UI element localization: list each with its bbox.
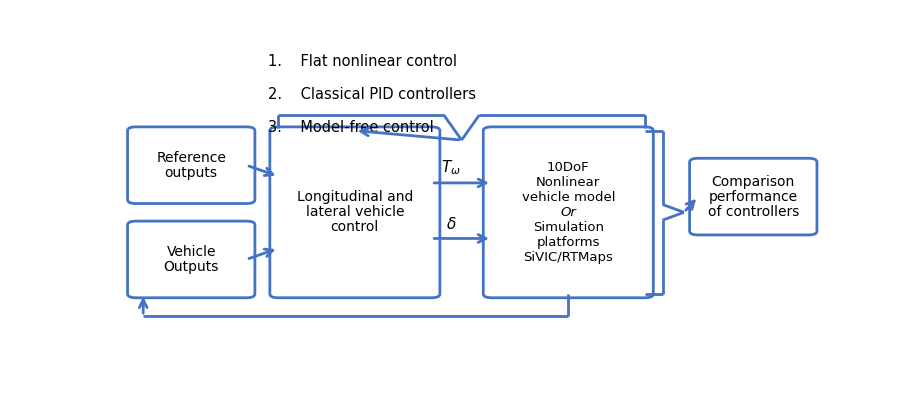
FancyBboxPatch shape [270, 127, 440, 298]
Text: $T_\omega$: $T_\omega$ [441, 158, 461, 177]
Text: performance: performance [709, 190, 798, 204]
Text: lateral vehicle: lateral vehicle [306, 205, 404, 220]
Text: $\delta$: $\delta$ [445, 216, 456, 232]
FancyBboxPatch shape [689, 158, 817, 235]
Text: Outputs: Outputs [163, 260, 218, 274]
Text: of controllers: of controllers [708, 205, 799, 219]
Text: outputs: outputs [164, 166, 218, 180]
FancyBboxPatch shape [128, 221, 255, 298]
Text: 10DoF: 10DoF [547, 161, 589, 173]
FancyBboxPatch shape [483, 127, 654, 298]
Text: control: control [330, 220, 379, 235]
Text: 3.    Model-free control: 3. Model-free control [268, 120, 433, 135]
Text: vehicle model: vehicle model [521, 191, 615, 204]
Text: platforms: platforms [536, 236, 600, 249]
Text: 1.    Flat nonlinear control: 1. Flat nonlinear control [268, 54, 457, 69]
Text: Comparison: Comparison [711, 175, 795, 188]
Text: Or: Or [560, 206, 577, 219]
Text: Nonlinear: Nonlinear [536, 176, 600, 188]
FancyBboxPatch shape [128, 127, 255, 204]
Text: Reference: Reference [156, 151, 226, 165]
Text: Simulation: Simulation [532, 221, 604, 234]
Text: Vehicle: Vehicle [166, 245, 216, 259]
Text: Longitudinal and: Longitudinal and [297, 190, 413, 204]
Text: 2.    Classical PID controllers: 2. Classical PID controllers [268, 87, 476, 102]
Text: SiVIC/RTMaps: SiVIC/RTMaps [523, 251, 613, 264]
